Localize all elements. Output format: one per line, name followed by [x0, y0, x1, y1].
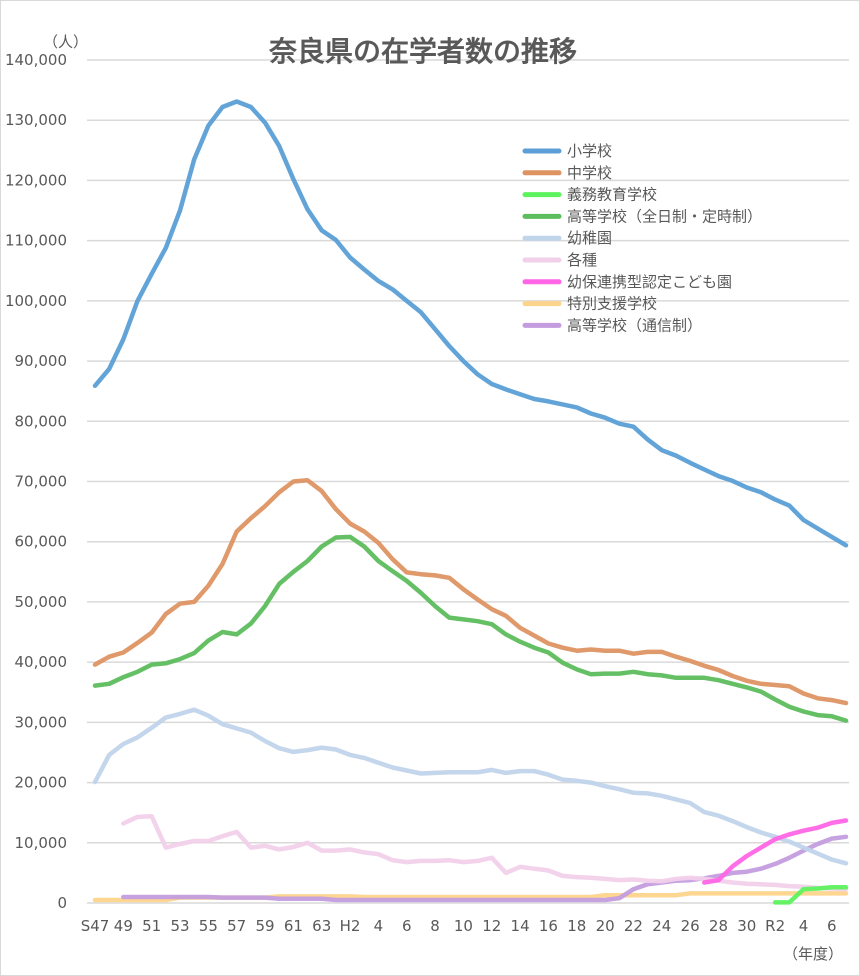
gridlines — [87, 59, 849, 904]
y-tick-label: 0 — [57, 894, 67, 912]
x-tick-label: 20 — [596, 917, 615, 935]
legend-item: 幼保連携型認定こども園 — [522, 273, 732, 291]
x-tick-label: H2 — [340, 917, 361, 935]
x-tick-label: 26 — [681, 917, 700, 935]
x-tick-label: 16 — [539, 917, 558, 935]
legend-label: 高等学校（全日制・定時制） — [567, 207, 762, 225]
series-line-3 — [92, 534, 849, 723]
y-tick-label: 100,000 — [5, 292, 67, 310]
x-tick-label: 10 — [454, 917, 473, 935]
series-line-1 — [92, 478, 849, 706]
y-tick-label: 90,000 — [15, 352, 68, 370]
legend-label: 幼稚園 — [567, 229, 612, 247]
y-tick-label: 80,000 — [15, 412, 68, 430]
x-tick-label: 53 — [170, 917, 189, 935]
y-tick-label: 120,000 — [5, 171, 67, 189]
legend-label: 中学校 — [567, 164, 612, 182]
x-tick-label: 63 — [312, 917, 331, 935]
x-tick-label: 4 — [799, 917, 809, 935]
y-tick-label: 10,000 — [15, 834, 68, 852]
y-tick-label: 20,000 — [15, 774, 68, 792]
legend-item: 特別支援学校 — [522, 295, 657, 313]
y-axis-unit: （人） — [43, 33, 88, 51]
x-tick-label: R2 — [765, 917, 785, 935]
x-tick-label: 28 — [709, 917, 728, 935]
x-tick-label: 4 — [374, 917, 384, 935]
y-tick-label: 70,000 — [15, 473, 68, 491]
legend-item: 小学校 — [522, 142, 612, 160]
x-tick-label: 30 — [737, 917, 756, 935]
x-tick-label: 49 — [114, 917, 133, 935]
x-axis-unit: （年度） — [783, 945, 843, 963]
x-tick-label: 22 — [624, 917, 643, 935]
series-lines — [92, 99, 849, 905]
x-tick-label: 51 — [142, 917, 161, 935]
y-tick-label: 30,000 — [15, 713, 68, 731]
series-line-5 — [121, 814, 849, 892]
x-tick-label: 6 — [402, 917, 412, 935]
legend-item: 高等学校（全日制・定時制） — [522, 207, 762, 225]
x-tick-label: S47 — [81, 917, 110, 935]
y-tick-label: 40,000 — [15, 653, 68, 671]
legend-label: 幼保連携型認定こども園 — [567, 273, 732, 291]
y-tick-label: 50,000 — [15, 593, 68, 611]
y-tick-label: 130,000 — [5, 111, 67, 129]
series-line-0 — [92, 99, 849, 548]
series-line-6 — [702, 818, 849, 885]
y-tick-label: 140,000 — [5, 51, 67, 69]
legend-label: 特別支援学校 — [567, 295, 657, 313]
x-tick-label: 12 — [482, 917, 501, 935]
chart-title: 奈良県の在学者数の推移 — [268, 35, 577, 68]
legend-item: 各種 — [522, 251, 597, 269]
legend-label: 小学校 — [567, 142, 612, 160]
legend-item: 幼稚園 — [522, 229, 612, 247]
legend-label: 義務教育学校 — [567, 186, 657, 204]
legend-item: 中学校 — [522, 164, 612, 182]
y-tick-label: 110,000 — [5, 232, 67, 250]
x-tick-label: 18 — [567, 917, 586, 935]
series-line-4 — [92, 707, 849, 866]
legend-label: 高等学校（通信制） — [567, 316, 702, 334]
x-tick-label: 24 — [652, 917, 671, 935]
x-tick-label: 8 — [430, 917, 440, 935]
x-tick-label: 6 — [827, 917, 837, 935]
x-tick-label: 55 — [199, 917, 218, 935]
series-line-8 — [121, 834, 849, 903]
legend-item: 高等学校（通信制） — [522, 316, 702, 334]
x-tick-label: 59 — [255, 917, 274, 935]
series-line-2 — [772, 885, 849, 905]
x-tick-label: 61 — [284, 917, 303, 935]
x-tick-label: 14 — [511, 917, 530, 935]
x-axis-ticks: S47 49 51 53 55 57 59 61 63 H2 4 6 8 10 12 14 16 18 20 22 24… — [81, 917, 837, 935]
legend-item: 義務教育学校 — [522, 186, 657, 204]
y-axis-ticks: 0 10,000 20,000 30,000 40,000 50,000 60,000 70,… — [5, 51, 67, 912]
y-tick-label: 60,000 — [15, 533, 68, 551]
x-tick-label: 57 — [227, 917, 246, 935]
legend-label: 各種 — [567, 251, 597, 269]
